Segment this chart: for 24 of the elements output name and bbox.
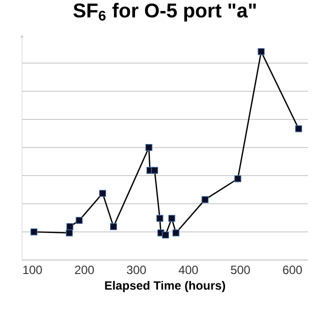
point <box>110 223 118 230</box>
point <box>151 166 158 174</box>
point <box>168 214 176 222</box>
point <box>76 216 83 224</box>
x-axis-title: Elapsed Time (hours) <box>105 280 226 292</box>
chart-title: SF$_{6}$ for O-5 port "a" <box>73 2 256 22</box>
x-tick-label: 300 <box>126 266 146 274</box>
x-tick-label: 500 <box>230 266 250 274</box>
point <box>156 214 164 222</box>
point <box>66 223 74 230</box>
point <box>202 196 209 204</box>
point <box>162 232 170 238</box>
point <box>66 229 73 236</box>
point <box>145 144 152 151</box>
point <box>234 175 242 182</box>
point <box>295 125 302 132</box>
x-tick-label: 200 <box>75 266 94 274</box>
point <box>30 228 38 236</box>
x-tick-label: 400 <box>178 266 198 274</box>
point <box>172 229 180 236</box>
point <box>99 190 106 197</box>
point <box>258 48 265 56</box>
x-tick-label: 600 <box>283 266 302 274</box>
x-tick-label: 100 <box>23 266 42 274</box>
